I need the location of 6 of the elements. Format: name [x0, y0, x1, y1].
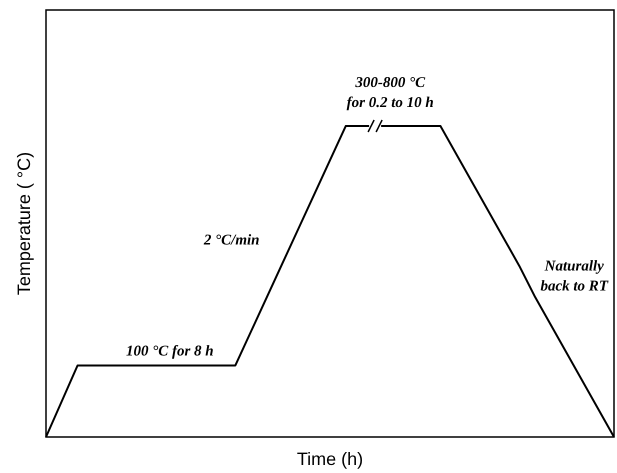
x-axis-title: Time (h)	[296, 449, 364, 469]
annotation: 100 °C for 8 h	[126, 343, 214, 360]
text: 300-800 °C for 0.2 to 10 h	[346, 75, 434, 112]
y-axis-title: Temperature ( °C)	[14, 152, 34, 296]
annotation: Naturally back to RT	[540, 258, 609, 295]
annotation: 2 °C/min	[202, 232, 260, 248]
